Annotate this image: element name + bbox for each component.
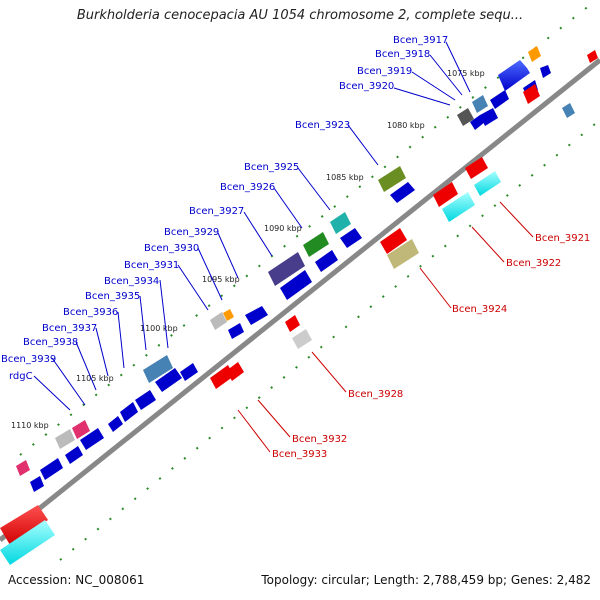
gene-cyan[interactable] [474, 171, 501, 196]
gene-label[interactable]: Bcen_3938 [23, 337, 78, 348]
gene-red[interactable] [587, 50, 598, 63]
gene-red[interactable] [523, 84, 540, 104]
gene-magenta-2[interactable] [16, 460, 30, 476]
gene-teal[interactable] [330, 212, 351, 234]
gene-3917-arrow[interactable] [498, 60, 530, 91]
gene-red[interactable] [285, 315, 300, 332]
accession-text: Accession: NC_008061 [8, 573, 145, 587]
gene-label[interactable]: Bcen_3939 [1, 354, 56, 365]
gene-label[interactable]: Bcen_3927 [189, 206, 244, 217]
tick-label: 1085 kbp [326, 173, 364, 182]
tick-label: 1105 kbp [76, 374, 114, 383]
gene-label[interactable]: Bcen_3923 [295, 120, 350, 131]
gene-silver-r[interactable] [292, 329, 312, 349]
gene-magenta[interactable] [72, 420, 90, 439]
gene-arrow[interactable] [245, 306, 268, 325]
gene-arrow[interactable] [470, 115, 485, 130]
gene-label[interactable]: Bcen_3929 [164, 227, 219, 238]
gene-arrow[interactable] [490, 90, 509, 109]
gene-arrow[interactable] [65, 446, 83, 464]
gene-label[interactable]: Bcen_3919 [357, 66, 412, 77]
gene-red[interactable] [465, 157, 488, 179]
gene-arrow[interactable] [280, 270, 312, 300]
forward-strand-genes [16, 46, 551, 492]
gene-arrow[interactable] [340, 228, 362, 248]
topology-summary: Topology: circular; Length: 2,788,459 bp… [261, 573, 591, 587]
gene-arrow[interactable] [120, 402, 138, 422]
gene-silver-2[interactable] [55, 429, 75, 449]
gene-arrow[interactable] [228, 323, 244, 339]
gene-label[interactable]: Bcen_3925 [244, 162, 299, 173]
gene-label[interactable]: Bcen_3930 [144, 243, 199, 254]
bottom-gene-labels: Bcen_3921 Bcen_3922 Bcen_3924 Bcen_3928 … [272, 233, 590, 460]
gene-arrow[interactable] [390, 182, 415, 203]
bottom-leaders [237, 201, 534, 453]
chromosome-backbone [0, 58, 600, 542]
gene-orange-small[interactable] [223, 309, 234, 321]
gene-label[interactable]: Bcen_3926 [220, 182, 275, 193]
gene-label[interactable]: Bcen_3922 [506, 258, 561, 269]
gene-steelblue[interactable] [472, 95, 488, 113]
gene-label[interactable]: Bcen_3934 [104, 276, 159, 287]
gene-arrow[interactable] [108, 416, 123, 432]
tick-track-inner [59, 119, 600, 561]
gene-olive[interactable] [378, 166, 406, 192]
gene-gray[interactable] [457, 108, 474, 126]
gene-arrow[interactable] [40, 458, 63, 480]
gene-khaki[interactable] [387, 239, 419, 269]
gene-label[interactable]: Bcen_3920 [339, 81, 394, 92]
gene-label[interactable]: Bcen_3917 [393, 35, 448, 46]
gene-steelblue-2[interactable] [143, 355, 173, 383]
gene-red-large[interactable] [0, 505, 48, 545]
tick-label: 1090 kbp [264, 224, 302, 233]
tick-label: 1095 kbp [202, 275, 240, 284]
gene-arrow[interactable] [155, 368, 182, 392]
gene-arrow[interactable] [80, 428, 104, 450]
gene-steelblue-r[interactable] [562, 103, 575, 118]
map-title: Burkholderia cenocepacia AU 1054 chromos… [76, 8, 524, 23]
gene-label[interactable]: Bcen_3921 [535, 233, 590, 244]
gene-green[interactable] [303, 232, 329, 257]
gene-silver[interactable] [210, 312, 227, 330]
gene-red[interactable] [380, 228, 407, 254]
tick-label: 1100 kbp [140, 324, 178, 333]
tick-label: 1075 kbp [447, 69, 485, 78]
gene-red[interactable] [433, 182, 458, 207]
gene-label[interactable]: Bcen_3933 [272, 449, 327, 460]
gene-red[interactable] [226, 362, 244, 381]
gene-orange[interactable] [528, 46, 541, 62]
gene-label[interactable]: Bcen_3918 [375, 49, 430, 60]
gene-darkslateblue[interactable] [268, 252, 305, 286]
gene-cyan[interactable] [442, 192, 475, 222]
top-gene-labels: Bcen_3917 Bcen_3918 Bcen_3919 Bcen_3920 … [1, 35, 448, 382]
top-leaders [33, 41, 471, 411]
reverse-strand-genes [0, 50, 598, 565]
gene-arrow[interactable] [315, 250, 338, 272]
gene-arrow[interactable] [480, 108, 498, 126]
gene-label[interactable]: rdgC [9, 371, 33, 382]
tick-labels: 1075 kbp 1080 kbp 1085 kbp 1090 kbp 1095… [11, 69, 485, 430]
tick-label: 1110 kbp [11, 421, 49, 430]
gene-arrow[interactable] [30, 476, 44, 492]
gene-label[interactable]: Bcen_3935 [85, 291, 140, 302]
gene-label[interactable]: Bcen_3936 [63, 307, 118, 318]
gene-label[interactable]: Bcen_3932 [292, 434, 347, 445]
gene-label[interactable]: Bcen_3924 [452, 304, 507, 315]
gene-arrow[interactable] [135, 390, 156, 410]
gene-label[interactable]: Bcen_3937 [42, 323, 97, 334]
gene-label[interactable]: Bcen_3928 [348, 389, 403, 400]
gene-cyan-large[interactable] [0, 520, 55, 565]
tick-label: 1080 kbp [387, 121, 425, 130]
gene-arrow[interactable] [540, 65, 551, 78]
gene-arrow[interactable] [180, 363, 198, 381]
gene-label[interactable]: Bcen_3931 [124, 260, 179, 271]
